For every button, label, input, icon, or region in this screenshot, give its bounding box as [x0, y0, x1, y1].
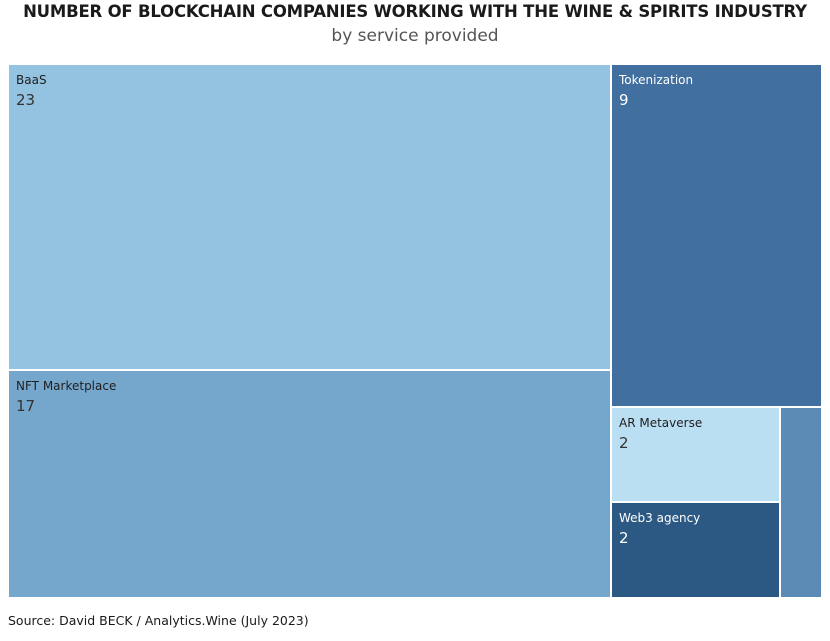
- cell-value: 2: [619, 434, 629, 452]
- cell-label: AR Metaverse: [619, 416, 703, 430]
- chart-subtitle: by service provided: [331, 26, 499, 46]
- treemap-cell-nft-marketplace[interactable]: NFT Marketplace 17: [8, 370, 611, 598]
- source-note: Source: David BECK / Analytics.Wine (Jul…: [8, 613, 309, 628]
- cell-label: Tokenization: [619, 73, 694, 87]
- cell-label: BaaS: [16, 73, 47, 87]
- cell-value: 9: [619, 91, 629, 109]
- treemap-cell-tokenization[interactable]: Tokenization 9: [611, 64, 822, 407]
- treemap-chart: BaaS 23 NFT Marketplace 17 Tokenization 9 AR M…: [8, 64, 822, 598]
- cell-label: Web3 agency: [619, 511, 701, 525]
- treemap-cell-ar-metaverse[interactable]: AR Metaverse 2: [611, 407, 780, 502]
- cell-label: NFT Marketplace: [16, 379, 117, 393]
- treemap-cell-unlabeled[interactable]: [780, 407, 822, 598]
- chart-title: NUMBER OF BLOCKCHAIN COMPANIES WORKING W…: [23, 2, 807, 21]
- cell-value: 23: [16, 91, 36, 109]
- treemap-cell-baas[interactable]: BaaS 23: [8, 64, 611, 370]
- cell-value: 17: [16, 397, 36, 415]
- treemap-cell-web3-agency[interactable]: Web3 agency 2: [611, 502, 780, 598]
- cell-value: 2: [619, 529, 629, 547]
